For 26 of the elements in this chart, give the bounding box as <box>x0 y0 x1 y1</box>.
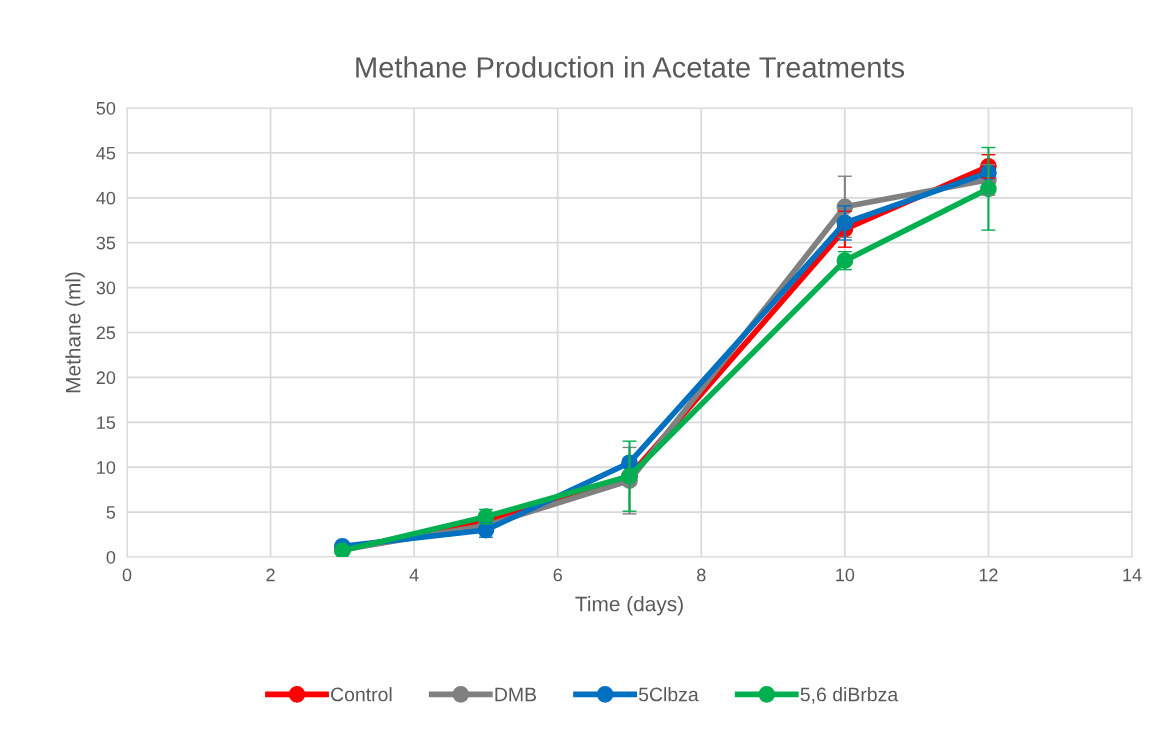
x-tick-label: 10 <box>836 568 855 582</box>
y-tick-label: 40 <box>96 191 116 205</box>
legend-label: Control <box>331 687 392 702</box>
x-tick-label: 12 <box>979 568 998 582</box>
y-tick-label: 15 <box>97 416 116 430</box>
legend-label: 5,6 diBrbza <box>800 687 899 704</box>
y-tick-label: 35 <box>96 236 116 250</box>
x-tick-label: 0 <box>122 568 132 582</box>
y-tick-label: 20 <box>96 371 116 385</box>
x-tick-label: 2 <box>266 568 275 582</box>
y-tick-label: 25 <box>96 326 116 340</box>
x-axis-title: Time (days) <box>575 596 683 616</box>
y-tick-label: 10 <box>97 461 116 474</box>
x-tick-label: 8 <box>697 568 706 582</box>
y-tick-label: 45 <box>96 147 116 160</box>
legend-label: 5Clbza <box>638 687 699 702</box>
x-tick-label: 6 <box>553 568 562 582</box>
y-tick-label: 30 <box>96 281 116 295</box>
chart-title: Methane Production in Acetate Treatments <box>356 56 905 78</box>
y-tick-label: 0 <box>106 550 116 564</box>
y-axis-title: Methane (ml) <box>65 272 85 393</box>
x-tick-label: 4 <box>409 568 419 582</box>
y-tick-label: 5 <box>106 506 116 519</box>
legend-label: DMB <box>495 687 537 702</box>
x-tick-label: 14 <box>1123 568 1142 582</box>
y-tick-label: 50 <box>96 101 116 115</box>
